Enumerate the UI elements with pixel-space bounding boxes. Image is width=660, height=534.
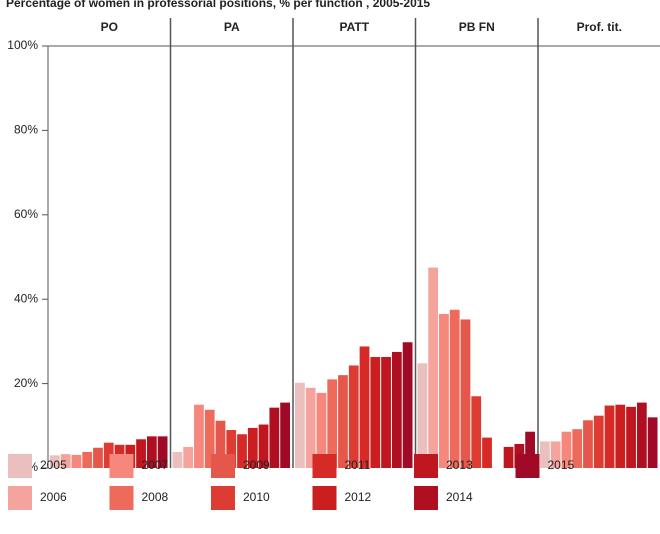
panel-label: PO [101,20,118,34]
legend-label: 2013 [446,458,473,472]
bar [103,442,114,468]
panel-label: PATT [339,20,369,34]
y-tick-label: 40% [14,291,38,305]
bar [82,451,93,468]
legend-label: 2011 [345,458,371,472]
bar [50,455,60,468]
bar [269,407,280,468]
bar [428,267,439,468]
bar [583,420,593,468]
bar [503,446,514,468]
bar [194,404,204,468]
legend-swatch [8,486,32,510]
legend-label: 2010 [243,490,270,504]
legend-swatch [211,486,235,510]
legend-swatch [414,454,438,478]
bar [391,351,402,468]
bar [572,429,583,468]
panel-label: Prof. tit. [577,20,622,34]
legend-label: 2015 [548,458,575,472]
bar [136,439,146,468]
legend-label: 2009 [243,458,270,472]
legend-label: 2008 [142,490,169,504]
bar [604,405,615,468]
bar [226,430,237,468]
legend-swatch [109,486,134,510]
bar [204,409,215,468]
legend-label: 2014 [446,490,473,504]
bar [593,415,604,468]
legend-swatch [414,486,438,510]
bar [359,346,370,468]
legend-swatch [312,454,337,478]
legend-label: 2006 [40,490,67,504]
bar [381,357,391,468]
legend-swatch [109,454,134,478]
bar [348,365,359,468]
y-tick-label: 60% [14,207,38,221]
bar [540,441,550,468]
bar [327,379,338,468]
bar [561,431,572,468]
bar [417,363,428,468]
bar [295,382,305,468]
panel-label: PA [224,20,240,34]
bar [338,375,348,468]
bar [93,447,103,468]
bar [215,420,226,468]
legend-swatch [312,486,337,510]
bar [550,441,561,468]
bar [370,357,381,468]
bar [237,434,247,468]
bar [305,387,316,468]
legend-swatch [211,454,235,478]
legend-swatch [8,454,32,478]
bar [460,319,471,468]
bar [615,404,626,468]
bar [258,424,269,468]
bar [482,437,492,468]
bar [647,417,658,468]
bar [626,406,636,468]
bar [525,431,535,468]
bar [172,451,183,468]
legend-label: 2007 [142,458,169,472]
bar [157,436,168,468]
bar [402,342,413,468]
bar [280,402,290,468]
bar [316,392,327,468]
y-tick-label: 100% [7,38,38,52]
bar [60,454,71,468]
y-tick-label: 20% [14,376,38,390]
chart-title: Percentage of women in professorial posi… [6,0,430,10]
legend-label: 2005 [40,458,67,472]
legend-swatch [515,454,540,478]
legend-label: 2012 [345,490,372,504]
bar [471,396,482,468]
bar [183,446,194,468]
bar [439,313,449,468]
panel-label: PB FN [459,20,495,34]
y-tick-label: 80% [14,123,38,137]
bar [636,402,647,468]
bar [449,309,460,468]
bar [71,454,82,468]
bar [247,427,258,468]
bar [146,436,157,468]
